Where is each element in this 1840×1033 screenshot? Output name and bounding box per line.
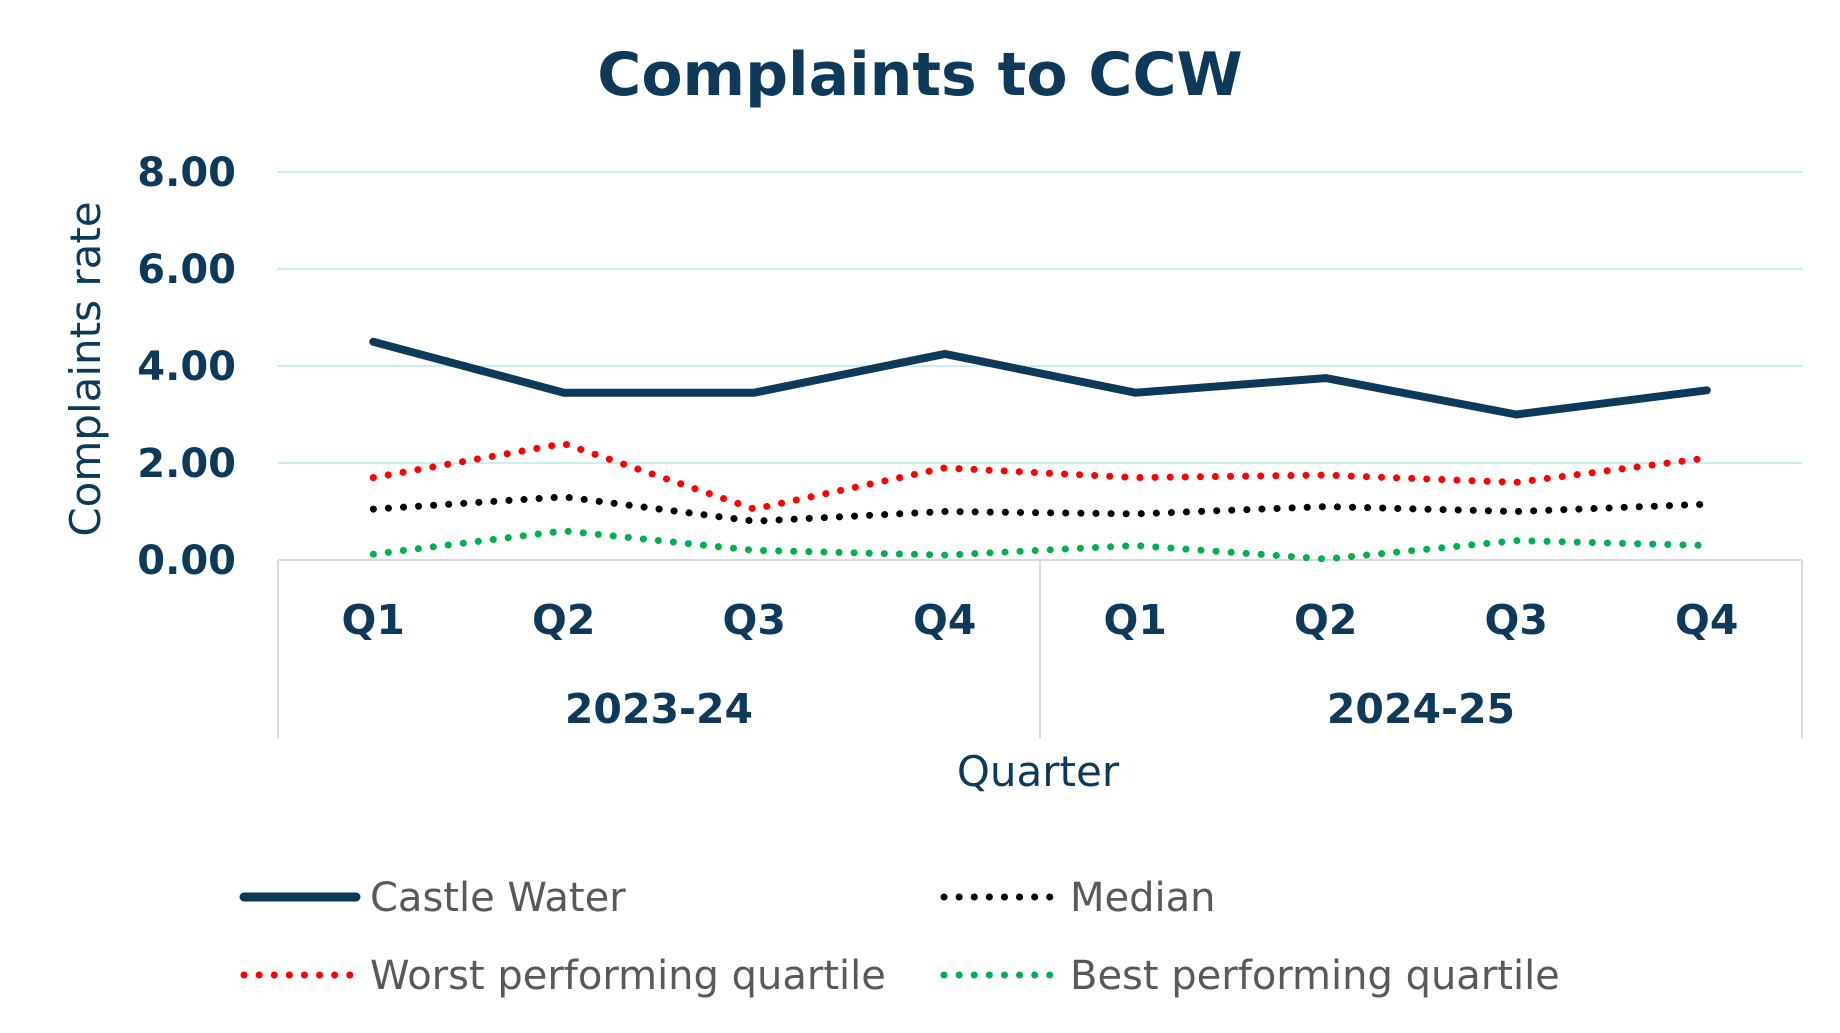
y-tick-label: 4.00 <box>137 344 236 390</box>
y-tick-label: 6.00 <box>137 247 236 293</box>
y-tick-label: 2.00 <box>137 441 236 487</box>
y-tick-label: 8.00 <box>137 150 236 196</box>
x-tick-label: Q3 <box>1485 596 1548 644</box>
x-tick-label: Q1 <box>342 596 405 644</box>
gridlines <box>278 171 1802 464</box>
x-tick-label: Q3 <box>723 596 786 644</box>
x-tick-label: Q2 <box>532 596 595 644</box>
legend-item-best-performing-quartile: Best performing quartile <box>940 953 1560 999</box>
y-tick-label: 0.00 <box>137 538 236 584</box>
x-axis-ticks: Q1 Q2 Q3 Q4 Q1 Q2 Q3 Q4 <box>342 596 1739 644</box>
legend-item-median: Median <box>940 875 1216 921</box>
legend-label: Best performing quartile <box>1070 953 1560 999</box>
series-lines <box>369 337 1711 563</box>
x-tick-label: Q4 <box>913 596 976 644</box>
series-line-median <box>369 493 1711 525</box>
legend-item-castle-water: Castle Water <box>239 875 626 921</box>
y-axis-title: Complaints rate <box>61 201 110 536</box>
series-line-best-performing-quartile <box>369 527 1711 563</box>
x-group-label: 2023-24 <box>565 685 753 733</box>
chart-title: Complaints to CCW <box>597 40 1242 110</box>
series-line-worst-performing-quartile <box>369 440 1711 513</box>
x-tick-label: Q2 <box>1294 596 1357 644</box>
x-group-label: 2024-25 <box>1327 685 1515 733</box>
legend: Castle Water Median Worst performing quart… <box>239 875 1560 999</box>
x-tick-label: Q4 <box>1675 596 1738 644</box>
x-axis-title: Quarter <box>957 747 1120 796</box>
legend-label: Worst performing quartile <box>370 953 886 999</box>
legend-label: Median <box>1070 875 1216 921</box>
category-axis-frame <box>277 559 1803 738</box>
series-line-castle-water <box>369 337 1711 419</box>
legend-label: Castle Water <box>370 875 626 921</box>
x-axis-groups: 2023-24 2024-25 <box>565 685 1515 733</box>
legend-item-worst-performing-quartile: Worst performing quartile <box>240 953 886 999</box>
x-tick-label: Q1 <box>1104 596 1167 644</box>
y-axis-ticks: 0.00 2.00 4.00 6.00 8.00 <box>137 150 236 584</box>
